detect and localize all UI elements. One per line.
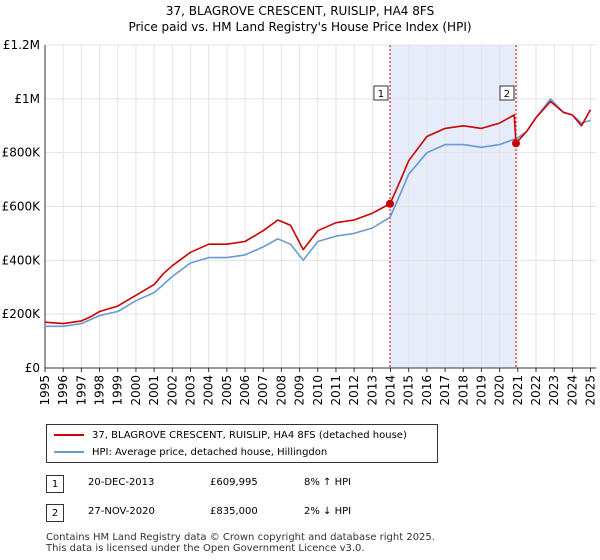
transaction-badge: 2 [46, 504, 64, 522]
legend: 37, BLAGROVE CRESCENT, RUISLIP, HA4 8FS … [46, 424, 438, 463]
y-tick-label: £200K [2, 307, 42, 321]
price-chart: £0 £200K £400K £600K £800K £1M £1.2M 1995 1996 19… [2, 38, 598, 406]
x-tick-label: 2010 [311, 375, 325, 406]
footer: Contains HM Land Registry data © Crown c… [46, 532, 435, 554]
transaction-point [385, 199, 394, 208]
legend-label-property: 37, BLAGROVE CRESCENT, RUISLIP, HA4 8FS … [92, 429, 407, 441]
legend-swatch-property [54, 434, 84, 436]
x-tick-label: 2009 [293, 375, 307, 406]
transaction-date: 27-NOV-2020 [88, 506, 155, 517]
x-tick-label: 1997 [74, 375, 88, 406]
legend-item-property: 37, BLAGROVE CRESCENT, RUISLIP, HA4 8FS … [47, 427, 435, 443]
x-tick-label: 2006 [238, 375, 252, 406]
transaction-badge: 1 [46, 475, 64, 493]
x-tick-label: 2002 [165, 375, 179, 406]
x-tick-label: 1995 [38, 375, 52, 406]
x-tick-label: 1998 [93, 375, 107, 406]
x-tick-label: 1999 [111, 375, 125, 406]
transaction-badge-box [499, 85, 515, 101]
x-tick-label: 2004 [202, 375, 216, 406]
x-tick-label: 2018 [456, 375, 470, 406]
transaction-price: £609,995 [210, 477, 258, 488]
transaction-hpi-diff: 2% ↓ HPI [304, 506, 352, 517]
footer-license: This data is licensed under the Open Gov… [46, 543, 365, 554]
chart-title: 37, BLAGROVE CRESCENT, RUISLIP, HA4 8FS [165, 4, 435, 18]
x-tick-label: 2024 [565, 375, 579, 406]
legend-swatch-hpi [54, 451, 84, 453]
y-tick-label: £400K [2, 253, 42, 267]
chart-area: £0 £200K £400K £600K £800K £1M £1.2M 1995 1996 19… [2, 38, 598, 406]
transaction-hpi-diff: 8% ↑ HPI [304, 477, 352, 488]
footer-copyright: Contains HM Land Registry data © Crown c… [46, 532, 435, 543]
x-tick-label: 2000 [129, 375, 143, 406]
y-tick-label: £1M [14, 92, 40, 106]
x-tick-label: 2019 [474, 375, 488, 406]
y-tick-label: £800K [2, 146, 42, 160]
x-tick-label: 2005 [220, 375, 234, 406]
x-tick-label: 2011 [329, 375, 343, 406]
y-tick-label: £600K [2, 200, 42, 214]
x-tick-label: 1996 [56, 375, 70, 406]
x-tick-label: 2021 [511, 375, 525, 406]
x-tick-label: 2025 [584, 375, 598, 406]
x-tick-label: 2023 [547, 375, 561, 406]
x-tick-label: 2008 [274, 375, 288, 406]
transaction-badge-box [373, 85, 389, 101]
series-line-hpi [45, 98, 591, 328]
x-tick-label: 2017 [438, 375, 452, 406]
legend-item-hpi: HPI: Average price, detached house, Hill… [47, 444, 435, 460]
transaction-badge-label: 1 [378, 89, 384, 100]
transaction-point [511, 139, 520, 148]
x-tick-label: 2001 [147, 375, 161, 406]
transaction-date: 20-DEC-2013 [88, 477, 155, 488]
transaction-price: £835,000 [210, 506, 258, 517]
x-tick-label: 2003 [183, 375, 197, 406]
x-tick-label: 2015 [402, 375, 416, 406]
x-tick-label: 2012 [347, 375, 361, 406]
x-tick-label: 2007 [256, 375, 270, 406]
y-tick-label: £1.2M [3, 38, 40, 52]
x-tick-label: 2020 [493, 375, 507, 406]
x-tick-label: 2016 [420, 375, 434, 406]
transaction-badge-label: 2 [504, 89, 510, 100]
legend-label-hpi: HPI: Average price, detached house, Hill… [92, 446, 328, 458]
x-tick-label: 2022 [529, 375, 543, 406]
y-tick-label: £0 [25, 361, 40, 375]
x-tick-label: 2013 [365, 375, 379, 406]
series-line-property [44, 100, 592, 325]
chart-subtitle: Price paid vs. HM Land Registry's House … [128, 20, 472, 34]
x-tick-label: 2014 [384, 375, 398, 406]
